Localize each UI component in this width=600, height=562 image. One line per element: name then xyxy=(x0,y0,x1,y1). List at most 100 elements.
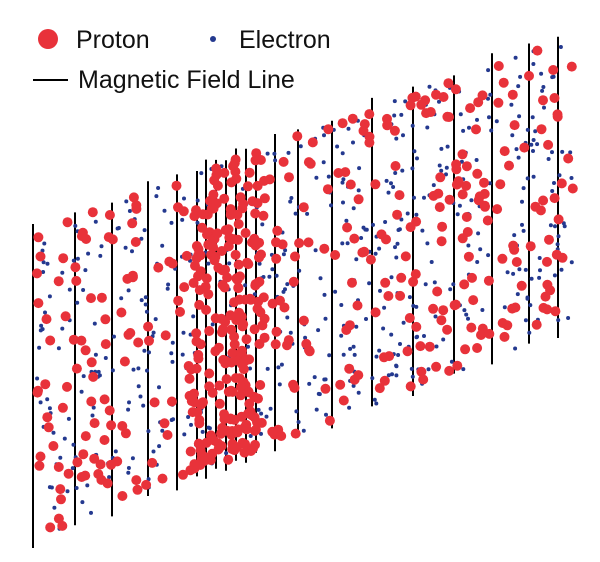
proton-dot xyxy=(255,380,266,390)
electron-dot xyxy=(35,376,40,381)
proton-dot xyxy=(35,251,46,262)
electron-dot xyxy=(425,125,430,130)
proton-dot xyxy=(80,470,91,481)
electron-dot xyxy=(160,243,165,248)
proton-dot xyxy=(225,310,236,321)
electron-dot xyxy=(395,241,400,246)
proton-dot xyxy=(187,391,198,402)
proton-dot xyxy=(442,111,453,122)
electron-dot xyxy=(45,397,50,402)
proton-legend-marker xyxy=(38,29,58,49)
proton-dot xyxy=(143,321,154,332)
electron-dot xyxy=(313,248,318,253)
electron-dot xyxy=(529,142,534,147)
electron-dot xyxy=(182,432,187,437)
electron-dot xyxy=(339,303,344,307)
electron-dot xyxy=(396,228,401,232)
proton-dot xyxy=(35,451,46,462)
electron-dot xyxy=(505,270,510,275)
proton-dot xyxy=(226,324,237,335)
electron-dot xyxy=(529,276,534,281)
electron-dot xyxy=(555,242,560,247)
electron-dot xyxy=(513,346,518,351)
proton-dot xyxy=(538,95,548,106)
proton-dot xyxy=(191,253,202,264)
electron-dot xyxy=(389,332,394,337)
electron-dot xyxy=(386,373,391,378)
electron-dot xyxy=(531,149,535,153)
electron-dot xyxy=(303,335,308,340)
proton-dot xyxy=(229,297,240,308)
electron-dot xyxy=(449,359,454,364)
electron-dot xyxy=(412,149,417,154)
proton-dot xyxy=(408,276,419,287)
electron-dot xyxy=(439,146,444,151)
electron-dot xyxy=(47,406,52,411)
proton-dot xyxy=(338,395,349,406)
electron-dot xyxy=(40,248,45,253)
proton-dot xyxy=(479,177,489,188)
proton-dot xyxy=(57,402,68,413)
proton-dot xyxy=(507,89,518,100)
proton-dot xyxy=(41,314,52,325)
electron-dot xyxy=(398,342,402,346)
electron-dot xyxy=(486,253,491,258)
electron-dot xyxy=(437,99,441,104)
electron-dot xyxy=(268,406,273,411)
electron-dot xyxy=(115,226,120,231)
electron-dot xyxy=(415,334,420,339)
electron-dot xyxy=(206,261,211,266)
electron-dot xyxy=(357,166,362,171)
electron-dot xyxy=(389,181,393,186)
proton-dot xyxy=(45,522,56,533)
electron-dot xyxy=(103,356,108,360)
electron-dot xyxy=(296,420,301,424)
proton-dot xyxy=(86,396,97,407)
proton-dot xyxy=(519,142,530,153)
proton-dot xyxy=(442,324,453,335)
electron-dot xyxy=(372,397,377,402)
proton-dot xyxy=(370,179,381,190)
proton-dot xyxy=(482,215,493,226)
electron-dot xyxy=(359,236,364,240)
electron-dot xyxy=(407,295,412,300)
proton-dot xyxy=(379,375,390,386)
electron-dot xyxy=(515,292,520,297)
proton-dot xyxy=(497,253,508,264)
electron-dot xyxy=(541,85,546,89)
electron-dot xyxy=(410,374,415,379)
electron-dot xyxy=(157,385,161,390)
proton-dot xyxy=(283,335,294,346)
proton-dot xyxy=(167,258,178,269)
electron-dot xyxy=(553,224,557,229)
proton-dot xyxy=(276,431,287,441)
proton-dot xyxy=(159,418,170,429)
proton-dot xyxy=(80,431,91,442)
electron-dot xyxy=(195,220,200,225)
proton-dot xyxy=(380,277,391,288)
electron-dot xyxy=(341,177,346,182)
proton-dot xyxy=(96,292,107,303)
proton-dot xyxy=(235,192,246,203)
proton-dot xyxy=(536,124,547,135)
electron-dot xyxy=(486,68,491,73)
electron-dot xyxy=(326,174,331,179)
proton-dot xyxy=(450,84,461,95)
proton-dot xyxy=(250,237,261,248)
electron-dot xyxy=(405,211,410,216)
electron-dot xyxy=(199,171,204,176)
electron-dot xyxy=(489,128,494,133)
electron-dot xyxy=(542,105,546,110)
electron-dot xyxy=(267,274,272,279)
electron-dot xyxy=(445,144,450,149)
proton-dot xyxy=(416,366,427,377)
proton-dot xyxy=(149,397,160,408)
electron-dot xyxy=(273,158,278,163)
proton-dot xyxy=(405,381,416,392)
proton-dot xyxy=(53,462,64,472)
electron-dot xyxy=(520,222,524,227)
electron-dot xyxy=(200,429,205,434)
proton-dot xyxy=(203,289,214,300)
proton-dot xyxy=(525,241,536,252)
proton-dot xyxy=(256,417,267,428)
